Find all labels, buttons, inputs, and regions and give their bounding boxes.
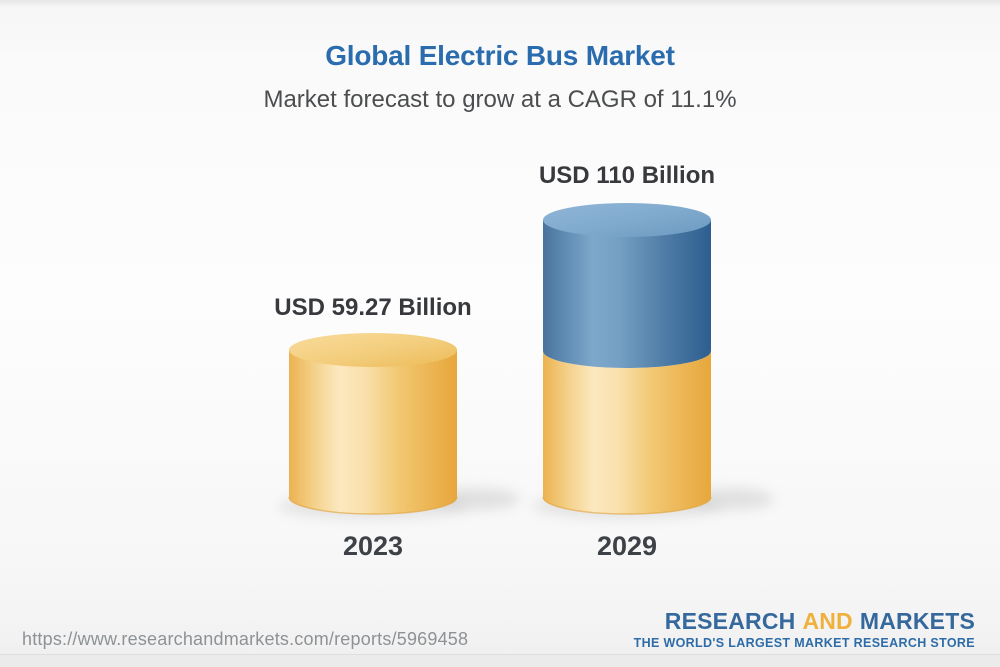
value-label-2029: USD 110 Billion <box>538 162 716 189</box>
logo-word-research: RESEARCH <box>664 607 796 634</box>
research-and-markets-logo: RESEARCH AND MARKETS THE WORLD'S LARGEST… <box>633 607 975 650</box>
axis-label-2023: 2023 <box>342 531 404 561</box>
logo-tagline: THE WORLD'S LARGEST MARKET RESEARCH STOR… <box>633 635 975 650</box>
page-title: Global Electric Bus Market <box>325 40 675 71</box>
cylinder-2029-growth <box>543 203 711 368</box>
logo-word-markets: MARKETS <box>859 607 975 634</box>
cylinder-2029-base <box>542 351 712 515</box>
logo-word-and: AND <box>802 607 853 634</box>
logo-wordmark: RESEARCH AND MARKETS <box>634 607 975 634</box>
axis-label-2029: 2029 <box>596 531 658 561</box>
value-label-2023: USD 59.27 Billion <box>274 294 472 321</box>
cylinder-2023 <box>288 333 458 515</box>
bottom-border-strip <box>0 654 1000 667</box>
page-subtitle: Market forecast to grow at a CAGR of 11.… <box>263 86 737 113</box>
report-url: https://www.researchandmarkets.com/repor… <box>22 629 469 649</box>
